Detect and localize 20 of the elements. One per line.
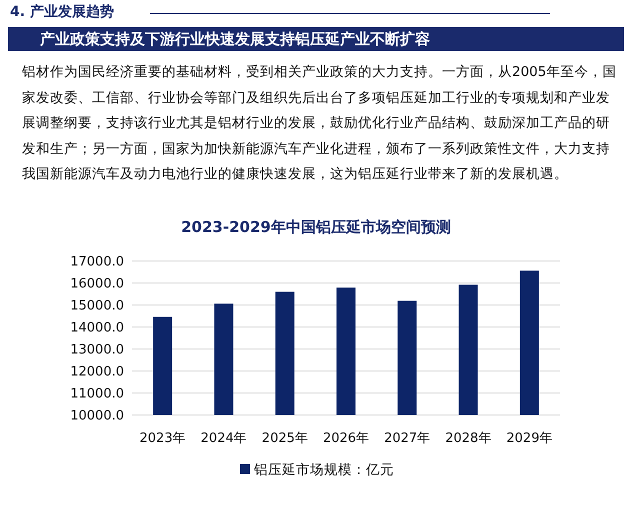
section-heading: 4. 产业发展趋势 — [10, 3, 114, 21]
y-tick-label: 10000.0 — [70, 408, 124, 424]
banner: 产业政策支持及下游行业快速发展支持铝压延产业不断扩容 — [8, 27, 624, 51]
x-tick-label: 2024年 — [200, 431, 247, 446]
y-tick-label: 14000.0 — [70, 320, 124, 336]
paragraph: 铝材作为国民经济重要的基础材料，受到相关产业政策的大力支持。一方面，从2005年至今，国家发改委、工信部、行业协会等部门及组织先后出台了多项铝压延加工行业的专项规划和产业发展调整纲要，支持该行业尤其是铝材行业的发展，鼓励优化行业产品结构、鼓励深加工产品的研发和生产；另一方面，国家为加快新能源汽车产业化进程，颁布了一系列政策性文件，大力支持我国新能源汽车及动力电池行业的健康快速发展，这为铝压延行业带来了新的发展机遇。 — [22, 63, 618, 184]
y-tick-label: 12000.0 — [70, 364, 124, 380]
x-tick-label: 2023年 — [140, 431, 186, 446]
y-tick-label: 16000.0 — [70, 276, 124, 292]
x-tick-label: 2028年 — [445, 431, 492, 446]
y-tick-label: 15000.0 — [70, 298, 124, 314]
title: 2023-2029年中国铝压延市场空间预测 — [181, 218, 451, 236]
y-tick-label: 13000.0 — [70, 342, 124, 358]
x-tick-label: 2027年 — [384, 431, 430, 446]
x-tick-label: 2029年 — [506, 431, 552, 446]
y-tick-label: 11000.0 — [70, 386, 124, 402]
x-tick-label: 2026年 — [322, 431, 370, 446]
legend-label: 铝压延市场规模：亿元 — [253, 462, 394, 478]
y-tick-label: 17000.0 — [70, 254, 124, 270]
x-tick-label: 2025年 — [262, 431, 308, 446]
